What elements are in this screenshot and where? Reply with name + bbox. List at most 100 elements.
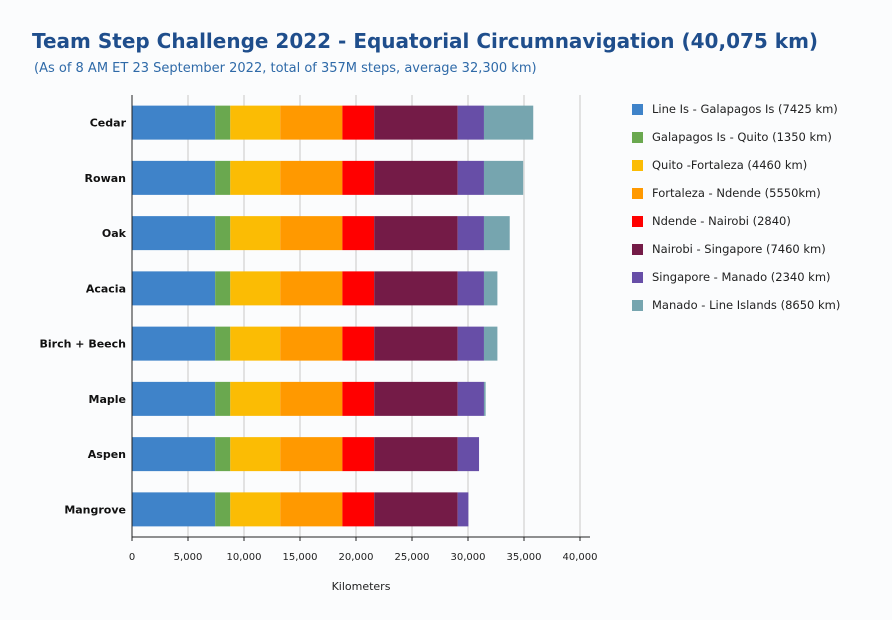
bar-segment bbox=[342, 271, 375, 306]
bar-segment bbox=[374, 437, 458, 472]
bar-segment bbox=[215, 271, 231, 306]
legend-label: Fortaleza - Ndende (5550km) bbox=[652, 186, 821, 200]
category-label: Cedar bbox=[90, 117, 127, 130]
bar-segment bbox=[280, 216, 343, 251]
bar-segment bbox=[230, 326, 281, 361]
legend-swatch bbox=[632, 131, 643, 143]
bar-segment bbox=[483, 160, 524, 195]
bar-segment bbox=[280, 160, 343, 195]
bar-segment bbox=[483, 105, 534, 140]
legend-label: Quito -Fortaleza (4460 km) bbox=[652, 158, 808, 172]
bar-segment bbox=[457, 160, 484, 195]
legend-entry: Fortaleza - Ndende (5550km) bbox=[632, 179, 887, 207]
bar-segment bbox=[215, 492, 231, 527]
bar-segment bbox=[215, 326, 231, 361]
bar-segment bbox=[374, 105, 458, 140]
x-tick-label: 30,000 bbox=[451, 552, 486, 563]
bar-segment bbox=[374, 381, 458, 416]
bar-segment bbox=[132, 105, 216, 140]
legend-swatch bbox=[632, 187, 643, 199]
bar-segment bbox=[342, 492, 375, 527]
x-tick-label: 35,000 bbox=[507, 552, 542, 563]
legend-entry: Quito -Fortaleza (4460 km) bbox=[632, 151, 887, 179]
legend-label: Manado - Line Islands (8650 km) bbox=[652, 298, 841, 312]
chart-legend: Line Is - Galapagos Is (7425 km) Galapago… bbox=[632, 95, 887, 319]
legend-swatch bbox=[632, 243, 643, 255]
bar-segment bbox=[230, 437, 281, 472]
legend-entry: Ndende - Nairobi (2840) bbox=[632, 207, 887, 235]
bar-segment bbox=[280, 381, 343, 416]
chart-subtitle: (As of 8 AM ET 23 September 2022, total … bbox=[34, 61, 537, 76]
category-label: Rowan bbox=[85, 172, 126, 185]
bar-segment bbox=[280, 271, 343, 306]
bar-segment bbox=[230, 105, 281, 140]
bar-segment bbox=[280, 492, 343, 527]
x-tick-label: 20,000 bbox=[339, 552, 374, 563]
bar-segment bbox=[457, 326, 484, 361]
bar-segment bbox=[483, 326, 498, 361]
bar-segment bbox=[483, 271, 498, 306]
legend-swatch bbox=[632, 215, 643, 227]
bar-segment bbox=[230, 160, 281, 195]
legend-swatch bbox=[632, 299, 643, 311]
category-label: Birch + Beech bbox=[40, 338, 126, 351]
category-label: Aspen bbox=[88, 448, 126, 461]
legend-label: Nairobi - Singapore (7460 km) bbox=[652, 242, 826, 256]
bar-segment bbox=[215, 381, 231, 416]
legend-swatch bbox=[632, 103, 643, 115]
bar-segment bbox=[132, 216, 216, 251]
bar-segment bbox=[483, 216, 510, 251]
legend-swatch bbox=[632, 159, 643, 171]
bar-segment bbox=[374, 271, 458, 306]
legend-entry: Manado - Line Islands (8650 km) bbox=[632, 291, 887, 319]
bar-segment bbox=[230, 271, 281, 306]
bar-segment bbox=[342, 326, 375, 361]
x-tick-label: 10,000 bbox=[227, 552, 262, 563]
bar-segment bbox=[457, 381, 484, 416]
bar-segment bbox=[342, 160, 375, 195]
bar-segment bbox=[132, 437, 216, 472]
legend-entry: Galapagos Is - Quito (1350 km) bbox=[632, 123, 887, 151]
bar-segment bbox=[342, 381, 375, 416]
bar-segment bbox=[457, 105, 484, 140]
x-tick-label: 25,000 bbox=[395, 552, 430, 563]
x-axis-title: Kilometers bbox=[332, 580, 391, 593]
bar-segment bbox=[457, 216, 484, 251]
category-label: Mangrove bbox=[64, 503, 126, 516]
bar-segment bbox=[457, 492, 469, 527]
bar-segment bbox=[342, 437, 375, 472]
legend-label: Ndende - Nairobi (2840) bbox=[652, 214, 791, 228]
x-tick-label: 0 bbox=[129, 552, 135, 563]
bar-segment bbox=[374, 492, 458, 527]
bar-segment bbox=[280, 105, 343, 140]
category-label: Acacia bbox=[86, 282, 126, 295]
legend-entry: Line Is - Galapagos Is (7425 km) bbox=[632, 95, 887, 123]
chart-title: Team Step Challenge 2022 - Equatorial Ci… bbox=[32, 29, 819, 53]
bar-segment bbox=[457, 271, 484, 306]
bar-segment bbox=[230, 216, 281, 251]
bar-segment bbox=[374, 326, 458, 361]
bar-segment bbox=[374, 216, 458, 251]
bar-segment bbox=[215, 216, 231, 251]
bar-segment bbox=[457, 437, 480, 472]
x-tick-label: 15,000 bbox=[283, 552, 318, 563]
bar-segment bbox=[132, 326, 216, 361]
legend-entry: Nairobi - Singapore (7460 km) bbox=[632, 235, 887, 263]
legend-label: Line Is - Galapagos Is (7425 km) bbox=[652, 102, 838, 116]
bar-segment bbox=[230, 381, 281, 416]
bar-segment bbox=[215, 437, 231, 472]
bar-segment bbox=[132, 271, 216, 306]
bar-segment bbox=[215, 160, 231, 195]
bar-segment bbox=[342, 105, 375, 140]
bar-segment bbox=[132, 160, 216, 195]
legend-swatch bbox=[632, 271, 643, 283]
bar-segment bbox=[215, 105, 231, 140]
bar-segment bbox=[280, 326, 343, 361]
x-tick-label: 40,000 bbox=[563, 552, 598, 563]
bar-segment bbox=[342, 216, 375, 251]
category-label: Maple bbox=[89, 393, 126, 406]
legend-label: Singapore - Manado (2340 km) bbox=[652, 270, 831, 284]
bar-segment bbox=[280, 437, 343, 472]
